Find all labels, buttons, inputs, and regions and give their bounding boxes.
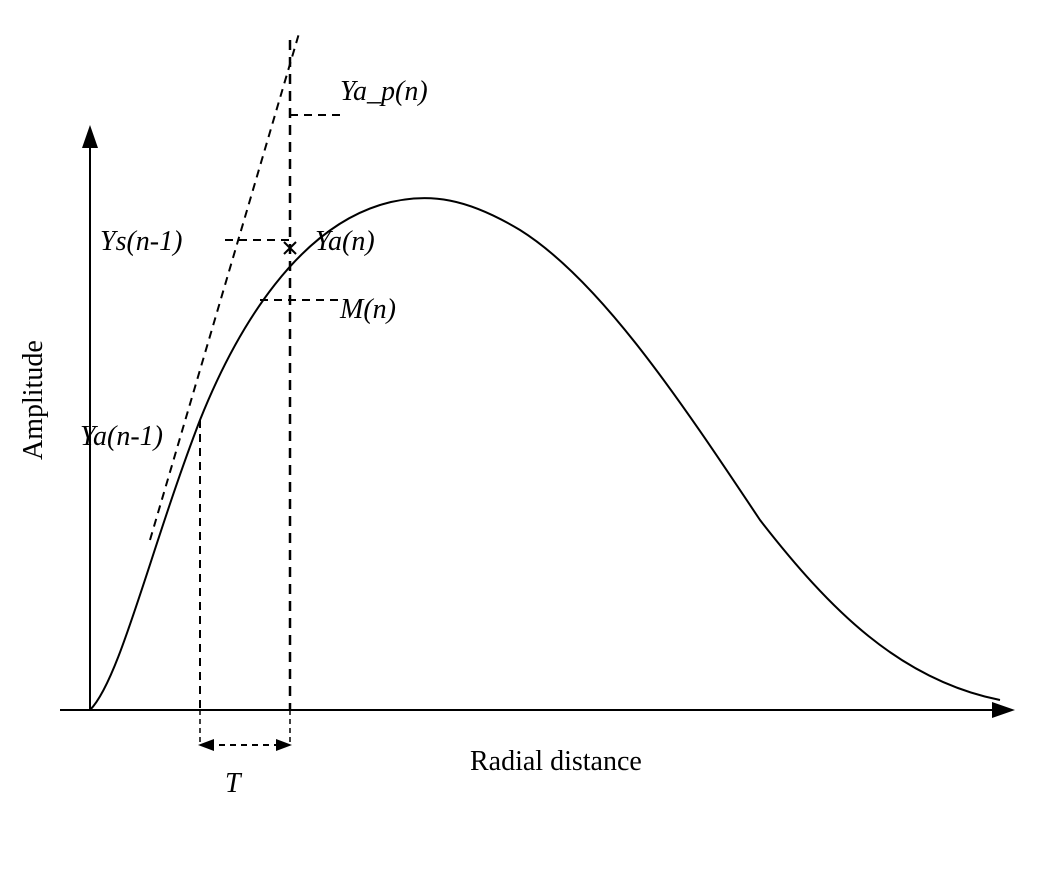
x-axis-arrow	[992, 702, 1015, 718]
label-ya-p-n: Ya_p(n)	[340, 76, 428, 107]
label-ys-n-minus-1: Ys(n-1)	[100, 226, 182, 257]
label-t: T	[225, 768, 243, 799]
tangent-line	[150, 30, 300, 540]
label-m-n: M(n)	[339, 294, 396, 325]
label-ya-n: Ya(n)	[315, 226, 375, 257]
x-axis-label: Radial distance	[470, 746, 642, 777]
label-ya-n-minus-1: Ya(n-1)	[80, 421, 163, 452]
amplitude-curve	[90, 198, 1000, 710]
y-axis-label: Amplitude	[18, 340, 49, 460]
chart-svg: Ya_p(n) Ys(n-1) Ya(n) M(n) Ya(n-1) T Rad…	[0, 0, 1038, 889]
y-axis-arrow	[82, 125, 98, 148]
